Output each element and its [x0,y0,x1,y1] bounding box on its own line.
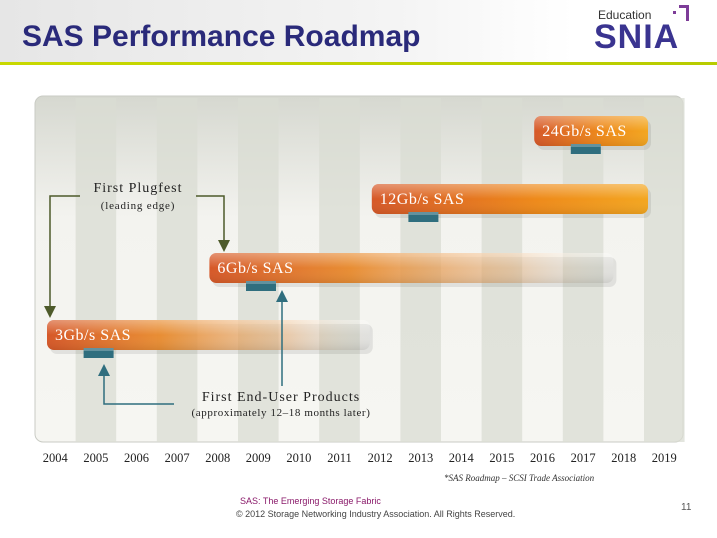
x-tick-label: 2018 [611,451,636,465]
bar-shine [534,116,648,146]
page-number: 11 [681,502,692,513]
generation-label: 3Gb/s SAS [55,327,131,344]
x-tick-label: 2009 [246,451,271,465]
x-tick-label: 2010 [286,451,311,465]
x-tick-label: 2019 [652,451,677,465]
generation-label: 24Gb/s SAS [542,123,627,140]
header-rule [0,62,717,65]
product-marker [408,212,439,222]
year-stripe [644,98,685,442]
x-tick-label: 2004 [43,451,69,465]
x-tick-label: 2008 [205,451,230,465]
bar-shine [209,253,614,283]
product-marker [570,144,601,154]
plugfest-arrow-left [44,195,80,318]
product-marker-shine [246,281,276,284]
x-tick-label: 2014 [449,451,475,465]
x-tick-label: 2007 [165,451,190,465]
products-title: First End-User Products [202,390,360,405]
footer-title: SAS: The Emerging Storage Fabric [240,496,381,506]
x-tick-label: 2013 [408,451,433,465]
x-tick-label: 2006 [124,451,149,465]
product-marker [83,348,114,358]
slide-title: SAS Performance Roadmap [22,20,421,53]
product-marker [246,281,276,291]
product-marker-shine [570,144,601,147]
x-tick-label: 2015 [489,451,514,465]
product-marker-shine [83,348,114,351]
source-note: *SAS Roadmap – SCSI Trade Association [444,473,595,483]
plugfest-title: First Plugfest [93,181,182,196]
plugfest-subtitle: (leading edge) [101,200,175,212]
generation-label: 12Gb/s SAS [380,191,465,208]
x-tick-label: 2016 [530,451,555,465]
logo-mark-icon [673,5,689,21]
x-tick-label: 2005 [83,451,108,465]
generation-label: 6Gb/s SAS [217,260,293,277]
header-band [0,0,717,62]
x-tick-label: 2017 [571,451,596,465]
logo-snia-text: SNIA [594,18,680,56]
logo-education-text: Education [598,8,652,22]
product-marker-shine [408,212,439,215]
year-stripe [156,98,198,442]
plugfest-arrow-right [196,195,230,252]
x-tick-label: 2012 [368,451,393,465]
bar-shine [371,184,648,214]
x-tick-label: 2011 [327,451,352,465]
year-stripe [75,98,117,442]
products-subtitle: (approximately 12–18 months later) [192,407,371,419]
footer-copyright: © 2012 Storage Networking Industry Assoc… [236,509,516,519]
products-arrow-left [98,364,174,405]
bar-shine [47,320,370,350]
